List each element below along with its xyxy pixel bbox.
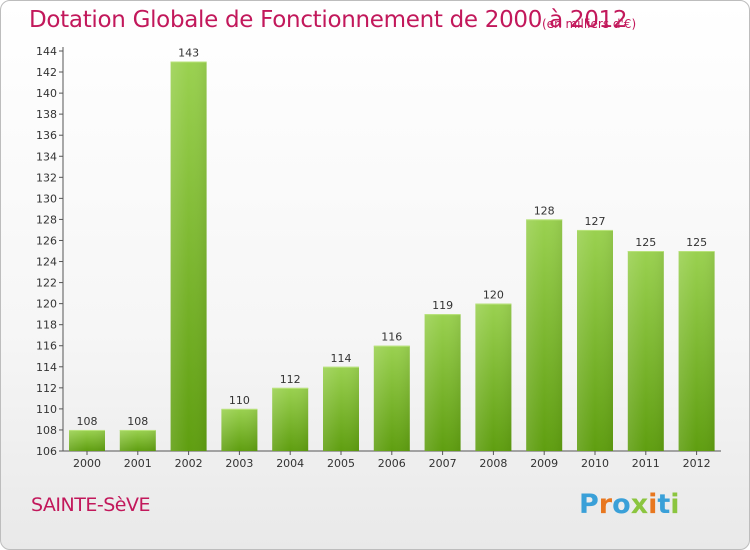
y-tick-label: 130 [36,192,57,205]
value-label-2007: 119 [432,299,453,312]
logo-letter: i [670,489,680,520]
value-label-2000: 108 [77,415,98,428]
y-tick-label: 138 [36,108,57,121]
bar-shade-2011 [627,251,664,451]
logo-letter: o [612,489,631,520]
value-label-2012: 125 [686,236,707,249]
x-tick-label-2012: 2012 [683,457,711,470]
x-tick-label-2004: 2004 [276,457,304,470]
logo-letter: i [648,489,658,520]
y-tick-label: 140 [36,87,57,100]
chart-subtitle: (en milliers d'€) [542,17,637,31]
x-tick-label-2007: 2007 [429,457,457,470]
x-tick-label-2008: 2008 [479,457,507,470]
bar-shade-2006 [373,345,410,451]
value-label-2001: 108 [127,415,148,428]
value-label-2011: 125 [635,236,656,249]
value-label-2010: 127 [585,215,606,228]
bar-shade-2005 [323,366,359,451]
bars [69,61,715,452]
y-tick-label: 132 [36,171,57,184]
value-label-2006: 116 [381,331,402,344]
y-tick-label: 128 [36,213,57,226]
logo-letter: t [657,489,671,520]
bar-shade-2008 [475,303,512,451]
y-tick-label: 120 [36,298,57,311]
bar-shade-2009 [526,219,563,451]
x-tick-label-2002: 2002 [175,457,203,470]
x-tick-label-2010: 2010 [581,457,609,470]
city-name: SAINTE-SèVE [31,494,150,516]
y-tick-label: 114 [36,361,57,374]
x-tick-label-2005: 2005 [327,457,355,470]
y-tick-label: 118 [36,319,57,332]
logo-letter: r [598,489,613,520]
labels: 106 108 110 112 114 116 118 120 122 124 126 128 130 1… [36,45,711,470]
y-tick-label: 106 [36,445,57,458]
bar-shade-2002 [170,61,207,452]
bar-shade-2004 [272,387,309,451]
value-label-2004: 112 [280,373,301,386]
bar-shade-2001 [119,429,156,451]
value-label-2009: 128 [534,204,555,217]
value-label-2002: 143 [178,47,199,60]
value-label-2003: 110 [229,394,250,407]
x-tick-label-2003: 2003 [225,457,253,470]
x-tick-label-2011: 2011 [632,457,660,470]
value-label-2008: 120 [483,289,504,302]
y-tick-label: 142 [36,66,57,79]
x-tick-label-2006: 2006 [378,457,406,470]
logo-letter: x [630,489,649,520]
y-tick-label: 126 [36,234,57,247]
y-tick-label: 112 [36,382,57,395]
bar-shade-2003 [221,408,258,451]
logo-letter: P [579,489,599,520]
y-tick-label: 110 [36,403,57,416]
y-tick-label: 124 [36,256,57,269]
y-tick-label: 136 [36,129,57,142]
bar-shade-2000 [69,429,105,451]
x-tick-label-2000: 2000 [73,457,101,470]
chart-title: Dotation Globale de Fonctionnement de 20… [29,7,628,33]
value-label-2005: 114 [331,352,352,365]
bar-shade-2007 [424,314,461,451]
y-tick-label: 134 [36,150,57,163]
y-tick-label: 122 [36,277,57,290]
x-tick-label-2009: 2009 [530,457,558,470]
y-tick-label: 144 [36,45,57,58]
x-tick-label-2001: 2001 [124,457,152,470]
y-tick-label: 116 [36,340,57,353]
proxiti-logo[interactable]: Proxiti [579,489,680,520]
y-tick-label: 108 [36,424,57,437]
bar-shade-2012 [678,251,715,451]
bar-shade-2010 [577,229,613,451]
